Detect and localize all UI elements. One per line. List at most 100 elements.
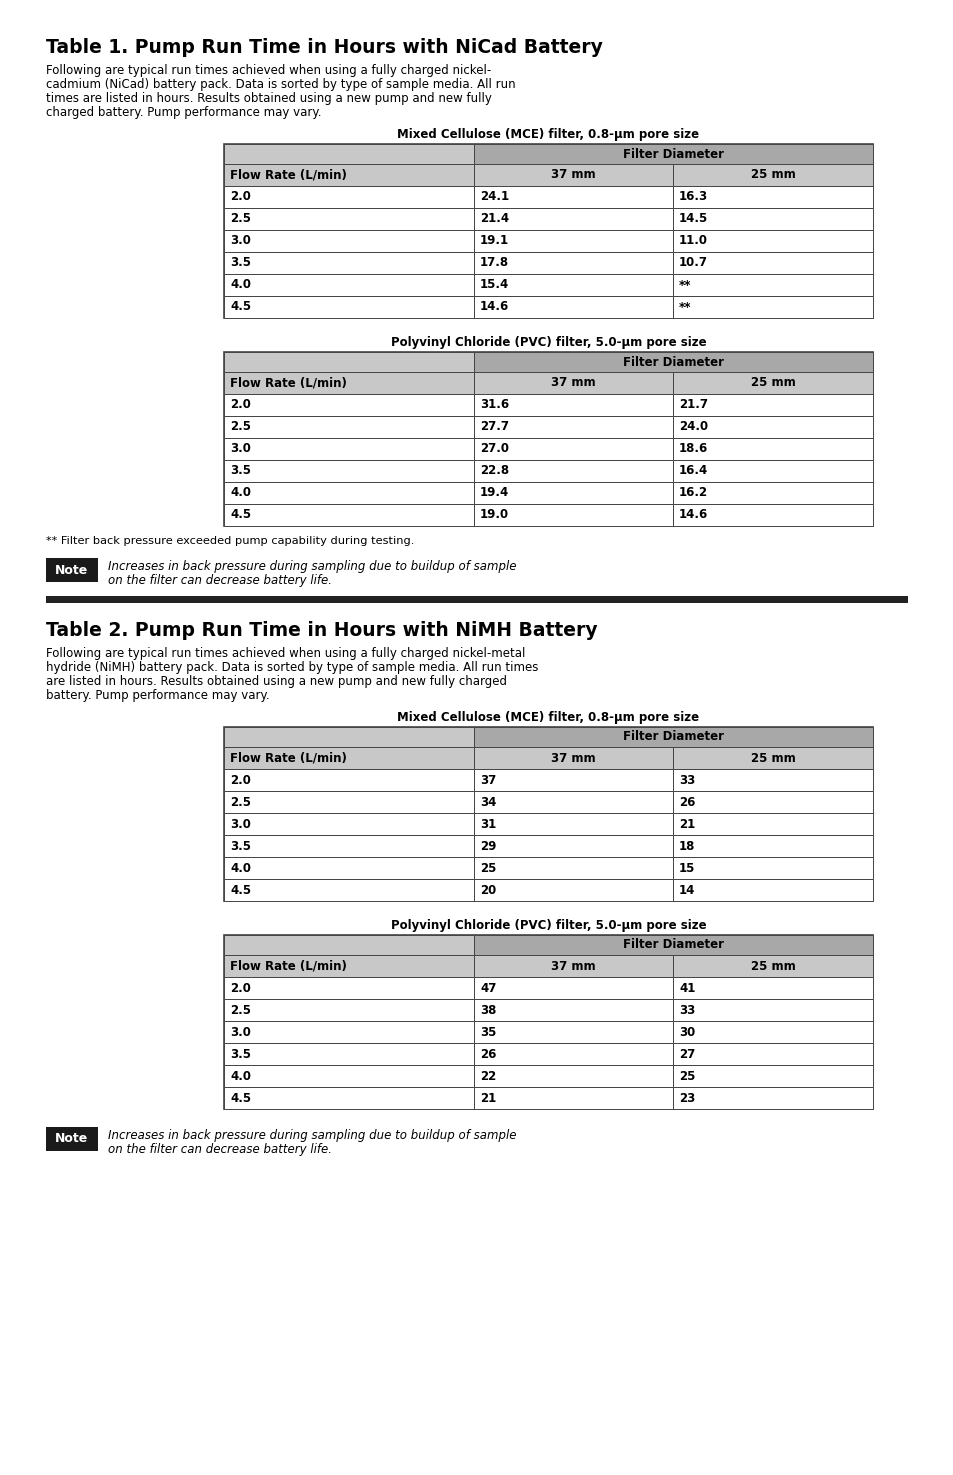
Bar xyxy=(474,164,673,186)
Text: 3.0: 3.0 xyxy=(230,442,251,456)
Text: 33: 33 xyxy=(679,773,695,786)
Bar xyxy=(224,791,474,813)
Bar xyxy=(474,482,673,504)
Text: 16.2: 16.2 xyxy=(679,487,707,500)
Text: 22.8: 22.8 xyxy=(479,465,509,478)
Bar xyxy=(673,482,872,504)
Bar xyxy=(474,372,673,394)
Bar xyxy=(224,935,474,954)
Text: 22: 22 xyxy=(479,1069,496,1083)
Bar xyxy=(224,727,872,901)
Bar xyxy=(474,746,673,768)
Text: 26: 26 xyxy=(679,795,695,808)
Text: 23: 23 xyxy=(679,1092,695,1105)
Text: 21.7: 21.7 xyxy=(679,398,707,412)
Text: Increases in back pressure during sampling due to buildup of sample: Increases in back pressure during sampli… xyxy=(108,1128,516,1142)
Text: 14: 14 xyxy=(679,884,695,897)
Bar xyxy=(224,768,474,791)
Bar xyxy=(673,746,872,768)
Text: 2.5: 2.5 xyxy=(230,212,251,226)
Text: Filter Diameter: Filter Diameter xyxy=(622,730,723,743)
Bar xyxy=(224,727,474,746)
Text: hydride (NiMH) battery pack. Data is sorted by type of sample media. All run tim: hydride (NiMH) battery pack. Data is sor… xyxy=(46,661,537,674)
Text: 15.4: 15.4 xyxy=(479,279,509,292)
Text: 34: 34 xyxy=(479,795,496,808)
Bar xyxy=(673,976,872,999)
Bar xyxy=(673,274,872,296)
Text: 4.0: 4.0 xyxy=(230,487,251,500)
Text: 2.5: 2.5 xyxy=(230,795,251,808)
Text: 25: 25 xyxy=(679,1069,695,1083)
Bar xyxy=(224,230,474,252)
Text: 4.0: 4.0 xyxy=(230,1069,251,1083)
Bar xyxy=(673,186,872,208)
Bar xyxy=(224,746,474,768)
Bar xyxy=(474,1043,673,1065)
Bar xyxy=(224,164,474,186)
Bar xyxy=(224,353,474,372)
Bar xyxy=(224,372,474,394)
Bar xyxy=(673,1065,872,1087)
Text: 11.0: 11.0 xyxy=(679,235,707,248)
Bar xyxy=(474,879,673,901)
Text: Polyvinyl Chloride (PVC) filter, 5.0-μm pore size: Polyvinyl Chloride (PVC) filter, 5.0-μm … xyxy=(391,336,705,350)
Bar xyxy=(224,482,474,504)
Text: Filter Diameter: Filter Diameter xyxy=(622,355,723,369)
Text: 14.6: 14.6 xyxy=(479,301,509,314)
Text: 19.4: 19.4 xyxy=(479,487,509,500)
Text: Note: Note xyxy=(55,563,89,577)
Bar xyxy=(224,813,474,835)
Text: Mixed Cellulose (MCE) filter, 0.8-μm pore size: Mixed Cellulose (MCE) filter, 0.8-μm por… xyxy=(397,128,699,142)
Bar xyxy=(474,1087,673,1109)
Bar xyxy=(474,727,872,746)
Bar xyxy=(673,164,872,186)
Text: 27: 27 xyxy=(679,1047,695,1061)
Text: on the filter can decrease battery life.: on the filter can decrease battery life. xyxy=(108,1143,332,1156)
Bar xyxy=(474,857,673,879)
Text: 3.5: 3.5 xyxy=(230,465,251,478)
Bar xyxy=(474,999,673,1021)
Text: 25 mm: 25 mm xyxy=(750,376,795,389)
Bar xyxy=(224,954,474,976)
Bar xyxy=(673,768,872,791)
Bar xyxy=(46,1127,98,1150)
Bar xyxy=(474,394,673,416)
Bar xyxy=(224,857,474,879)
Bar xyxy=(474,460,673,482)
Bar xyxy=(224,1021,474,1043)
Bar xyxy=(224,504,474,527)
Text: Filter Diameter: Filter Diameter xyxy=(622,148,723,161)
Bar xyxy=(224,1043,474,1065)
Text: are listed in hours. Results obtained using a new pump and new fully charged: are listed in hours. Results obtained us… xyxy=(46,676,506,687)
Bar xyxy=(474,768,673,791)
Text: 4.5: 4.5 xyxy=(230,884,251,897)
Text: **: ** xyxy=(679,301,691,314)
Text: 37 mm: 37 mm xyxy=(551,751,596,764)
Bar xyxy=(46,558,98,583)
Text: 33: 33 xyxy=(679,1003,695,1016)
Text: 21: 21 xyxy=(679,817,695,830)
Bar xyxy=(673,460,872,482)
Bar xyxy=(673,813,872,835)
Text: ** Filter back pressure exceeded pump capability during testing.: ** Filter back pressure exceeded pump ca… xyxy=(46,535,414,546)
Bar xyxy=(673,230,872,252)
Bar xyxy=(673,857,872,879)
Text: 2.5: 2.5 xyxy=(230,420,251,434)
Bar xyxy=(224,208,474,230)
Text: Flow Rate (L/min): Flow Rate (L/min) xyxy=(230,751,347,764)
Text: 3.0: 3.0 xyxy=(230,235,251,248)
Text: battery. Pump performance may vary.: battery. Pump performance may vary. xyxy=(46,689,269,702)
Bar xyxy=(224,1065,474,1087)
Text: 24.1: 24.1 xyxy=(479,190,509,204)
Text: 38: 38 xyxy=(479,1003,496,1016)
Bar xyxy=(224,835,474,857)
Bar xyxy=(673,372,872,394)
Bar xyxy=(673,416,872,438)
Text: 24.0: 24.0 xyxy=(679,420,707,434)
Bar xyxy=(224,353,872,527)
Bar xyxy=(673,879,872,901)
Bar xyxy=(224,438,474,460)
Text: Table 2. Pump Run Time in Hours with NiMH Battery: Table 2. Pump Run Time in Hours with NiM… xyxy=(46,621,597,640)
Bar xyxy=(224,1087,474,1109)
Bar xyxy=(673,1021,872,1043)
